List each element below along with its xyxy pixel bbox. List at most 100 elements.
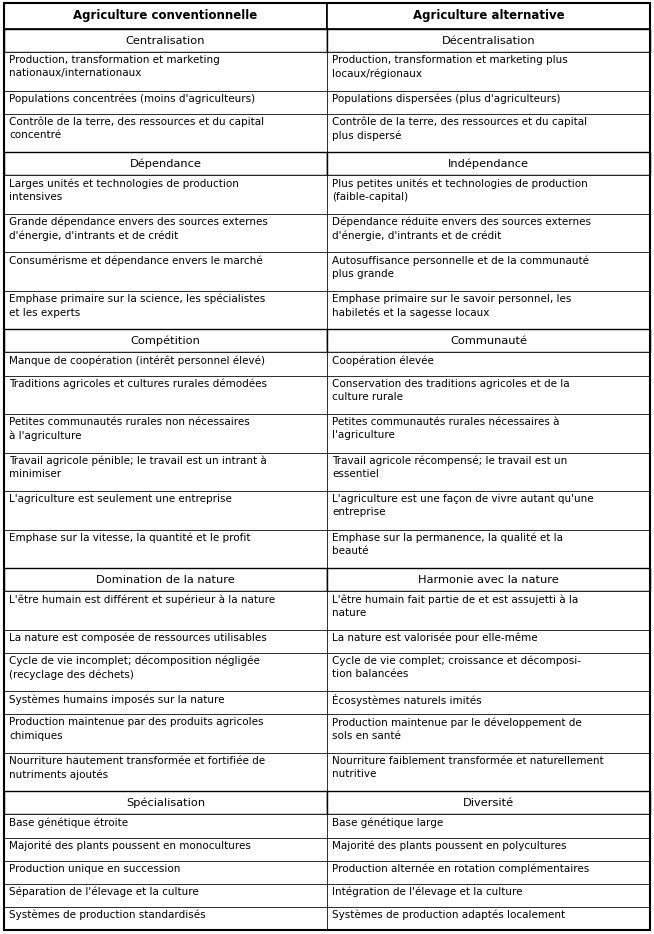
Bar [4, 152, 327, 176]
Text: Nourriture hautement transformée et fortifiée de
nutriments ajoutés: Nourriture hautement transformée et fort… [9, 756, 265, 780]
Bar [4, 653, 327, 691]
Bar [4, 530, 327, 568]
Bar [327, 715, 650, 753]
Text: La nature est composée de ressources utilisables: La nature est composée de ressources uti… [9, 632, 267, 644]
Text: Emphase sur la permanence, la qualité et la
beauté: Emphase sur la permanence, la qualité et… [332, 532, 563, 557]
Text: Autosuffisance personnelle et de la communauté
plus grande: Autosuffisance personnelle et de la comm… [332, 255, 589, 279]
Bar [327, 114, 650, 152]
Text: Petites communautés rurales non nécessaires
à l'agriculture: Petites communautés rurales non nécessai… [9, 417, 250, 441]
Text: Conservation des traditions agricoles et de la
culture rurale: Conservation des traditions agricoles et… [332, 378, 570, 402]
Bar [327, 290, 650, 330]
Bar [327, 630, 650, 653]
Bar [4, 29, 327, 52]
Bar [327, 568, 650, 591]
Text: Décentralisation: Décentralisation [441, 35, 536, 46]
Bar [4, 715, 327, 753]
Bar [327, 330, 650, 352]
Text: Intégration de l'élevage et la culture: Intégration de l'élevage et la culture [332, 886, 523, 898]
Bar [4, 691, 327, 715]
Text: Dépendance réduite envers des sources externes
d'énergie, d'intrants et de crédi: Dépendance réduite envers des sources ex… [332, 217, 591, 241]
Bar [327, 884, 650, 907]
Bar [327, 52, 650, 91]
Bar [327, 907, 650, 930]
Bar [327, 414, 650, 453]
Bar [327, 214, 650, 252]
Bar [327, 791, 650, 814]
Bar [327, 453, 650, 491]
Bar [327, 252, 650, 290]
Text: Centralisation: Centralisation [126, 35, 205, 46]
Text: Emphase primaire sur le savoir personnel, les
habiletés et la sagesse locaux: Emphase primaire sur le savoir personnel… [332, 294, 572, 318]
Bar [4, 252, 327, 290]
Bar [327, 152, 650, 176]
Bar [4, 591, 327, 630]
Text: Cycle de vie incomplet; décomposition négligée
(recyclage des déchets): Cycle de vie incomplet; décomposition né… [9, 656, 260, 680]
Bar [327, 29, 650, 52]
Bar [4, 176, 327, 214]
Text: Indépendance: Indépendance [448, 159, 529, 169]
Text: L'agriculture est seulement une entreprise: L'agriculture est seulement une entrepri… [9, 494, 232, 504]
Text: Majorité des plants poussent en monocultures: Majorité des plants poussent en monocult… [9, 841, 251, 851]
Text: Spécialisation: Spécialisation [126, 798, 205, 808]
Text: La nature est valorisée pour elle-même: La nature est valorisée pour elle-même [332, 632, 538, 644]
Bar [327, 176, 650, 214]
Bar [4, 114, 327, 152]
Text: Systèmes humains imposés sur la nature: Systèmes humains imposés sur la nature [9, 694, 224, 705]
Text: Diversité: Diversité [463, 798, 514, 808]
Text: L'agriculture est une façon de vivre autant qu'une
entreprise: L'agriculture est une façon de vivre aut… [332, 494, 594, 517]
Text: Base génétique large: Base génétique large [332, 817, 443, 828]
Bar [4, 375, 327, 414]
Bar [4, 352, 327, 375]
Bar [4, 568, 327, 591]
Bar [327, 3, 650, 29]
Text: Agriculture conventionnelle: Agriculture conventionnelle [73, 9, 258, 22]
Text: L'être humain est différent et supérieur à la nature: L'être humain est différent et supérieur… [9, 594, 275, 604]
Text: Production alternée en rotation complémentaires: Production alternée en rotation compléme… [332, 864, 589, 874]
Text: Coopération élevée: Coopération élevée [332, 356, 434, 366]
Text: Harmonie avec la nature: Harmonie avec la nature [418, 574, 559, 585]
Bar [4, 884, 327, 907]
Bar [327, 530, 650, 568]
Text: Consumérisme et dépendance envers le marché: Consumérisme et dépendance envers le mar… [9, 255, 263, 266]
Text: Larges unités et technologies de production
intensives: Larges unités et technologies de product… [9, 178, 239, 202]
Text: Production, transformation et marketing
nationaux/internationaux: Production, transformation et marketing … [9, 55, 220, 78]
Text: Systèmes de production standardisés: Systèmes de production standardisés [9, 910, 205, 920]
Bar [327, 352, 650, 375]
Text: L'être humain fait partie de et est assujetti à la
nature: L'être humain fait partie de et est assu… [332, 594, 578, 618]
Text: Majorité des plants poussent en polycultures: Majorité des plants poussent en polycult… [332, 841, 566, 851]
Bar [327, 375, 650, 414]
Bar [4, 330, 327, 352]
Text: Contrôle de la terre, des ressources et du capital
plus dispersé: Contrôle de la terre, des ressources et … [332, 117, 587, 141]
Text: Séparation de l'élevage et la culture: Séparation de l'élevage et la culture [9, 886, 199, 898]
Bar [4, 861, 327, 884]
Text: Manque de coopération (intérêt personnel élevé): Manque de coopération (intérêt personnel… [9, 356, 265, 366]
Bar [327, 861, 650, 884]
Bar [4, 52, 327, 91]
Text: Travail agricole pénible; le travail est un intrant à
minimiser: Travail agricole pénible; le travail est… [9, 456, 267, 479]
Bar [4, 3, 327, 29]
Text: Écosystèmes naturels imités: Écosystèmes naturels imités [332, 694, 481, 706]
Bar [4, 814, 327, 838]
Bar [4, 414, 327, 453]
Bar [4, 91, 327, 114]
Bar [327, 591, 650, 630]
Text: Compétition: Compétition [131, 335, 200, 347]
Text: Production maintenue par des produits agricoles
chimiques: Production maintenue par des produits ag… [9, 717, 264, 741]
Text: Cycle de vie complet; croissance et décomposi-
tion balancées: Cycle de vie complet; croissance et déco… [332, 656, 581, 679]
Text: Nourriture faiblement transformée et naturellement
nutritive: Nourriture faiblement transformée et nat… [332, 756, 604, 779]
Text: Communauté: Communauté [450, 336, 527, 346]
Bar [4, 838, 327, 861]
Text: Petites communautés rurales nécessaires à
l'agriculture: Petites communautés rurales nécessaires … [332, 417, 560, 440]
Text: Systèmes de production adaptés localement: Systèmes de production adaptés localemen… [332, 910, 565, 920]
Bar [4, 214, 327, 252]
Bar [4, 753, 327, 791]
Text: Production, transformation et marketing plus
locaux/régionaux: Production, transformation et marketing … [332, 55, 568, 79]
Text: Production maintenue par le développement de
sols en santé: Production maintenue par le développemen… [332, 717, 582, 741]
Bar [327, 491, 650, 530]
Text: Grande dépendance envers des sources externes
d'énergie, d'intrants et de crédit: Grande dépendance envers des sources ext… [9, 217, 268, 241]
Text: Contrôle de la terre, des ressources et du capital
concentré: Contrôle de la terre, des ressources et … [9, 117, 264, 140]
Bar [327, 838, 650, 861]
Text: Traditions agricoles et cultures rurales démodées: Traditions agricoles et cultures rurales… [9, 378, 267, 389]
Text: Travail agricole récompensé; le travail est un
essentiel: Travail agricole récompensé; le travail … [332, 456, 567, 479]
Text: Production unique en succession: Production unique en succession [9, 864, 181, 873]
